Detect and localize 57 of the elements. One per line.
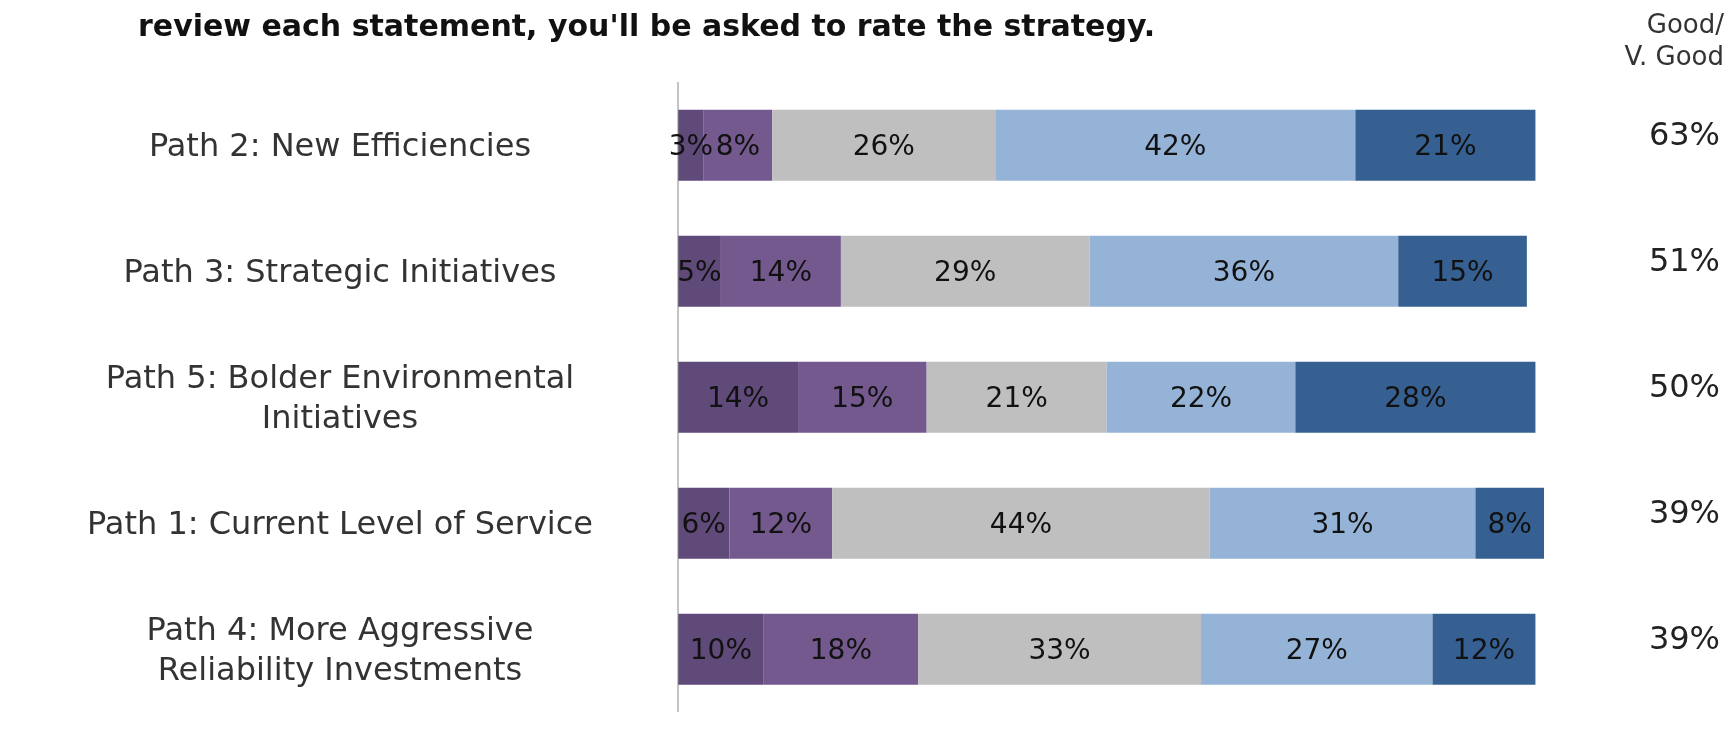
data-label: 31%: [1311, 507, 1374, 541]
data-label: 26%: [852, 129, 915, 163]
text: 51%: [1648, 241, 1720, 279]
bar: [840, 235, 1090, 307]
data-label: 29%: [934, 255, 997, 289]
text: 50%: [1648, 367, 1720, 405]
bar: [772, 109, 996, 181]
data-label: 21%: [1414, 129, 1477, 163]
bar: [832, 487, 1210, 559]
bar: [1432, 613, 1536, 685]
data-label: 14%: [749, 255, 813, 289]
bar: [1209, 487, 1476, 559]
data-label: 8%: [715, 129, 761, 163]
data-label: 27%: [1285, 633, 1348, 667]
text: 63%: [1648, 115, 1720, 153]
bar: [720, 235, 841, 307]
data-label: 14%: [706, 381, 770, 415]
data-label: 33%: [1028, 633, 1091, 667]
data-label: 42%: [1144, 129, 1207, 163]
y-tick-label: Path 1: Current Level of Service: [86, 504, 594, 542]
data-label: 6%: [681, 507, 726, 541]
data-label: 28%: [1384, 381, 1447, 415]
data-label: 15%: [831, 381, 894, 415]
bar: [729, 487, 833, 559]
bar: [1295, 361, 1536, 433]
data-label: 5%: [677, 255, 722, 289]
bar: [995, 109, 1356, 181]
bar: [678, 613, 764, 685]
y-tick-label: Path 2: New Efficiencies: [148, 126, 532, 164]
text: 39%: [1648, 493, 1720, 531]
y-tick-label: Path 5: Bolder Environmental Initiatives: [105, 358, 575, 436]
data-label: 15%: [1431, 255, 1494, 289]
bar: [763, 613, 919, 685]
bar: [1475, 487, 1544, 559]
data-label: 22%: [1169, 381, 1233, 415]
text: 39%: [1648, 619, 1720, 657]
bar: [798, 361, 927, 433]
data-label: 44%: [989, 507, 1053, 541]
y-tick-label: Path 4: More Aggressive Reliability Investments: [146, 610, 534, 688]
chart-title: review each statement, you'll be asked to rate the strategy.: [138, 8, 1156, 43]
bar: [1201, 613, 1433, 685]
bar: [918, 613, 1202, 685]
bar: [1398, 235, 1527, 307]
bar: [678, 361, 799, 433]
data-label: 18%: [809, 633, 873, 667]
y-tick-label: Path 3: Strategic Initiatives: [123, 252, 557, 290]
data-label: 36%: [1212, 255, 1276, 289]
bar: [1355, 109, 1536, 181]
text: Good/ V. Good: [1624, 8, 1724, 72]
data-label: 21%: [985, 381, 1048, 415]
bar: [1089, 235, 1399, 307]
data-label: 12%: [749, 507, 813, 541]
data-label: 12%: [1452, 633, 1516, 667]
data-label: 8%: [1487, 507, 1532, 541]
bar: [926, 361, 1107, 433]
bar: [1106, 361, 1296, 433]
data-label: 10%: [689, 633, 752, 667]
